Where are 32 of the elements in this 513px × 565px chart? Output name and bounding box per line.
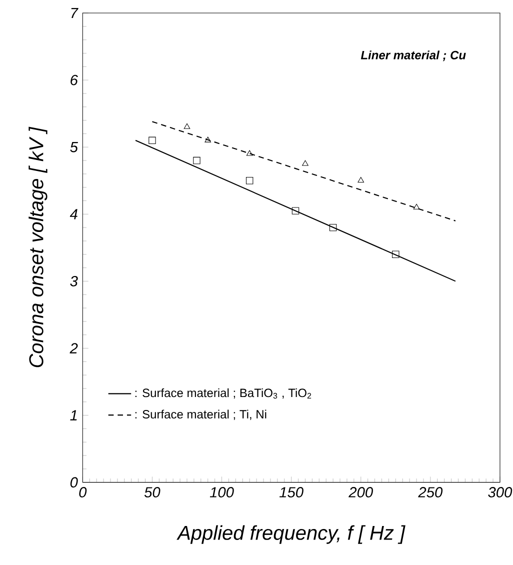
legend-label: : Surface material ; Ti, Ni bbox=[135, 410, 266, 420]
y-tick-label: 4 bbox=[70, 209, 78, 220]
point bbox=[413, 204, 420, 210]
legend-label: : Surface material ; BaTiO$_{3}$ , TiO$_{2}$ bbox=[135, 388, 311, 399]
y-tick-label: 2 bbox=[70, 343, 78, 354]
x-tick-label: 0 bbox=[79, 487, 86, 498]
x-tick-label: 200 bbox=[348, 487, 373, 498]
annotation: Liner material ; Cu bbox=[360, 50, 466, 62]
y-tick-label: 6 bbox=[70, 74, 78, 86]
y-tick-label: 7 bbox=[71, 8, 78, 18]
x-axis-title: Applied frequency, f [ Hz ] bbox=[176, 525, 406, 544]
point bbox=[246, 177, 254, 184]
x-tick-label: 300 bbox=[488, 487, 512, 498]
point bbox=[292, 207, 299, 214]
point bbox=[302, 160, 308, 166]
point bbox=[184, 123, 190, 129]
y-axis-title: Corona onset voltage [ kV ] bbox=[28, 126, 48, 368]
y-tick-label: 0 bbox=[70, 477, 78, 488]
point bbox=[204, 136, 211, 142]
point bbox=[358, 177, 364, 183]
x-tick-label: 150 bbox=[279, 487, 304, 498]
x-tick-label: 100 bbox=[210, 487, 234, 498]
x-tick-label: 50 bbox=[144, 487, 160, 498]
point bbox=[148, 136, 156, 144]
y-tick-label: 3 bbox=[70, 276, 78, 286]
y-tick-label: 5 bbox=[70, 142, 78, 152]
point bbox=[192, 156, 200, 164]
point bbox=[392, 250, 400, 258]
point bbox=[246, 150, 253, 156]
x-tick-label: 250 bbox=[418, 487, 442, 498]
point bbox=[329, 224, 336, 232]
y-tick-label: 1 bbox=[70, 410, 77, 420]
